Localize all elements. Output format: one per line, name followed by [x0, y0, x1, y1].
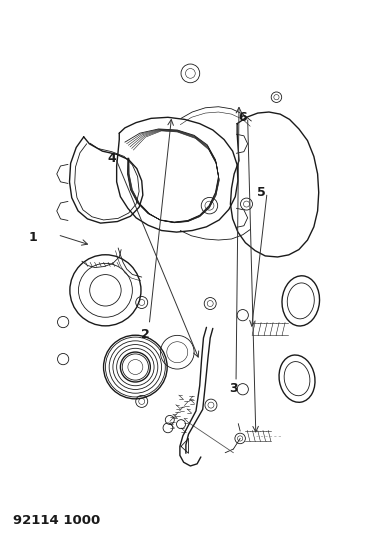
Text: 92114 1000: 92114 1000 — [13, 514, 101, 527]
Text: 5: 5 — [257, 186, 266, 199]
Text: 1: 1 — [29, 231, 38, 244]
Text: 6: 6 — [238, 111, 247, 124]
Text: 3: 3 — [229, 382, 238, 395]
Text: 2: 2 — [141, 328, 150, 341]
Text: 4: 4 — [107, 151, 116, 165]
